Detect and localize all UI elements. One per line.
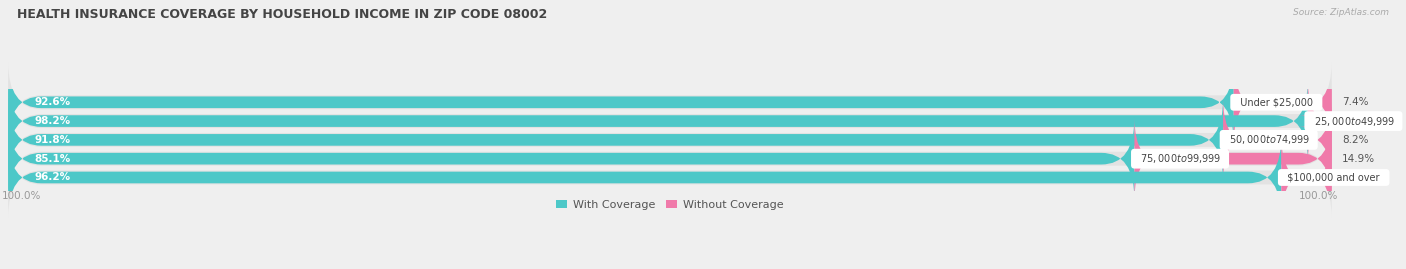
Text: 100.0%: 100.0%: [1, 191, 41, 201]
Text: Source: ZipAtlas.com: Source: ZipAtlas.com: [1294, 8, 1389, 17]
Text: 85.1%: 85.1%: [35, 154, 70, 164]
FancyBboxPatch shape: [8, 119, 1331, 199]
FancyBboxPatch shape: [8, 80, 1308, 162]
FancyBboxPatch shape: [8, 118, 1135, 200]
FancyBboxPatch shape: [8, 62, 1331, 142]
FancyBboxPatch shape: [8, 136, 1281, 219]
Text: $75,000 to $99,999: $75,000 to $99,999: [1135, 152, 1226, 165]
FancyBboxPatch shape: [1233, 61, 1331, 143]
Text: $25,000 to $49,999: $25,000 to $49,999: [1308, 115, 1399, 128]
Text: 98.2%: 98.2%: [35, 116, 70, 126]
Text: 3.8%: 3.8%: [1343, 172, 1368, 182]
FancyBboxPatch shape: [8, 99, 1223, 181]
FancyBboxPatch shape: [1135, 118, 1331, 200]
FancyBboxPatch shape: [1281, 136, 1331, 219]
Text: HEALTH INSURANCE COVERAGE BY HOUSEHOLD INCOME IN ZIP CODE 08002: HEALTH INSURANCE COVERAGE BY HOUSEHOLD I…: [17, 8, 547, 21]
Text: 7.4%: 7.4%: [1343, 97, 1368, 107]
Text: $50,000 to $74,999: $50,000 to $74,999: [1223, 133, 1315, 146]
FancyBboxPatch shape: [8, 137, 1331, 218]
Text: 92.6%: 92.6%: [35, 97, 70, 107]
Text: 1.8%: 1.8%: [1343, 116, 1368, 126]
FancyBboxPatch shape: [1223, 99, 1331, 181]
Text: 100.0%: 100.0%: [1299, 191, 1339, 201]
FancyBboxPatch shape: [8, 100, 1331, 180]
Text: Under $25,000: Under $25,000: [1233, 97, 1319, 107]
FancyBboxPatch shape: [8, 61, 1233, 143]
Text: 96.2%: 96.2%: [35, 172, 70, 182]
FancyBboxPatch shape: [8, 81, 1331, 161]
Legend: With Coverage, Without Coverage: With Coverage, Without Coverage: [551, 195, 789, 214]
Text: $100,000 and over: $100,000 and over: [1281, 172, 1386, 182]
Text: 8.2%: 8.2%: [1343, 135, 1368, 145]
Text: 91.8%: 91.8%: [35, 135, 70, 145]
FancyBboxPatch shape: [1299, 80, 1341, 162]
Text: 14.9%: 14.9%: [1343, 154, 1375, 164]
